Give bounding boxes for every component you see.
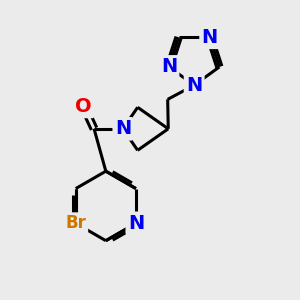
Text: N: N (161, 57, 177, 76)
Text: N: N (128, 214, 144, 233)
Text: N: N (202, 28, 218, 47)
Text: O: O (75, 97, 92, 116)
Text: Br: Br (65, 214, 86, 232)
Text: N: N (186, 76, 202, 95)
Text: N: N (115, 119, 131, 138)
